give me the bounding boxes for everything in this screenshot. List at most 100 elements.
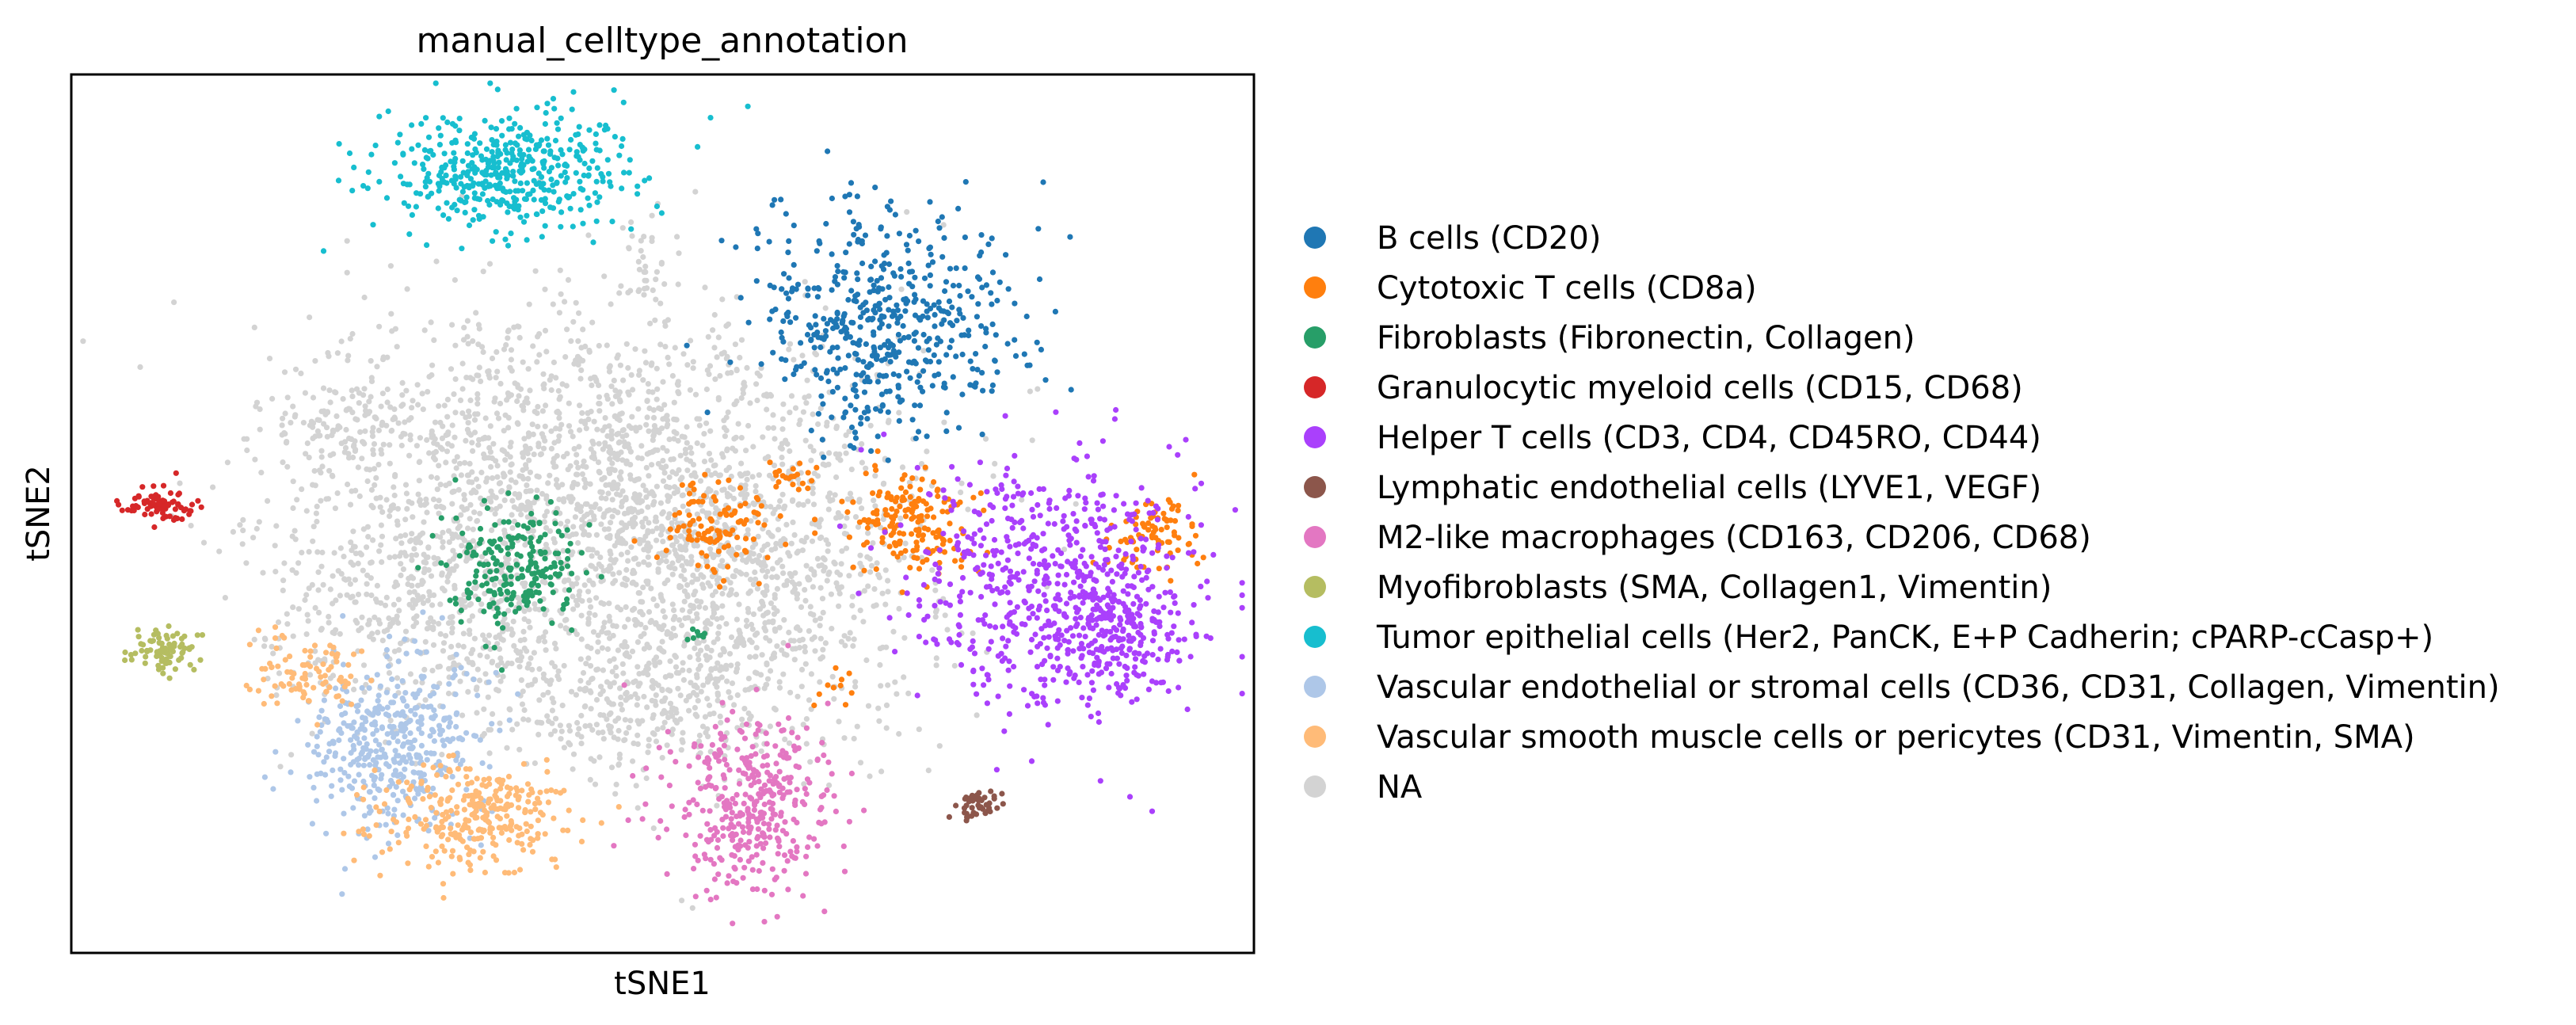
data-point — [607, 455, 613, 463]
data-point — [1097, 544, 1103, 551]
data-point — [508, 565, 514, 572]
data-point — [830, 366, 836, 372]
data-point — [282, 410, 288, 417]
data-point — [511, 504, 517, 510]
data-point — [777, 557, 783, 563]
data-point — [796, 421, 802, 428]
data-point — [735, 544, 742, 551]
data-point — [897, 337, 903, 344]
data-point — [782, 736, 788, 743]
data-point — [1067, 234, 1073, 240]
data-point — [470, 526, 476, 532]
data-point — [1164, 539, 1171, 545]
data-point — [481, 608, 487, 615]
data-point — [508, 347, 515, 353]
data-point — [554, 452, 560, 459]
data-point — [1008, 581, 1014, 587]
data-point — [710, 614, 716, 620]
data-point — [916, 634, 922, 640]
data-point — [905, 247, 911, 253]
data-point — [460, 631, 467, 637]
data-point — [1145, 497, 1151, 504]
data-point — [489, 576, 496, 583]
data-point — [969, 644, 975, 650]
data-point — [657, 500, 665, 506]
data-point — [453, 465, 459, 471]
data-point — [899, 464, 906, 471]
data-point — [687, 654, 693, 661]
data-point — [953, 265, 959, 272]
data-point — [1143, 536, 1149, 543]
data-point — [717, 472, 724, 478]
data-point — [402, 628, 410, 634]
data-point — [928, 505, 934, 512]
data-point — [324, 409, 330, 415]
data-point — [292, 528, 298, 534]
data-point — [284, 439, 290, 445]
data-point — [360, 567, 366, 573]
data-point — [449, 489, 455, 495]
data-point — [954, 533, 960, 539]
data-point — [778, 538, 784, 544]
data-point — [452, 552, 459, 558]
data-point — [657, 659, 663, 665]
data-point — [566, 400, 572, 406]
data-point — [721, 425, 728, 431]
data-point — [704, 695, 711, 702]
series-1 — [631, 448, 1206, 709]
data-point — [517, 649, 524, 655]
data-point — [543, 677, 550, 684]
data-point — [715, 334, 722, 341]
data-point — [688, 482, 694, 489]
data-point — [863, 465, 869, 471]
data-point — [173, 470, 179, 476]
data-point — [493, 494, 499, 501]
data-point — [988, 638, 994, 645]
data-point — [573, 531, 579, 537]
data-point — [779, 563, 786, 570]
data-point — [493, 558, 500, 565]
data-point — [642, 624, 649, 631]
data-point — [439, 570, 445, 577]
data-point — [452, 276, 459, 284]
data-point — [882, 356, 888, 362]
data-point — [675, 281, 681, 288]
data-point — [669, 601, 676, 608]
data-point — [1168, 630, 1175, 636]
data-point — [521, 616, 528, 623]
data-point — [878, 263, 885, 269]
data-point — [628, 219, 634, 226]
data-point — [1160, 510, 1167, 516]
data-point — [703, 553, 710, 559]
data-point — [481, 706, 487, 712]
data-point — [1198, 583, 1204, 590]
data-point — [615, 727, 622, 734]
data-point — [290, 403, 296, 410]
data-point — [451, 391, 457, 398]
data-point — [929, 259, 936, 265]
data-point — [916, 726, 922, 733]
data-point — [464, 656, 471, 662]
data-point — [341, 449, 348, 455]
data-point — [857, 571, 864, 577]
data-point — [1004, 557, 1011, 563]
data-point — [1239, 604, 1245, 611]
data-point — [421, 519, 427, 525]
data-point — [463, 549, 471, 556]
data-point — [686, 667, 692, 674]
data-point — [805, 485, 811, 492]
data-point — [933, 662, 939, 669]
data-point — [764, 554, 771, 561]
data-point — [378, 600, 384, 606]
data-point — [619, 707, 626, 713]
data-point — [820, 555, 826, 562]
data-point — [1009, 502, 1016, 509]
data-point — [783, 211, 789, 217]
data-point — [742, 535, 749, 542]
data-point — [1097, 516, 1103, 522]
data-point — [352, 677, 359, 684]
data-point — [920, 498, 927, 505]
data-point — [744, 476, 750, 483]
data-point — [927, 199, 933, 205]
data-point — [467, 501, 474, 509]
